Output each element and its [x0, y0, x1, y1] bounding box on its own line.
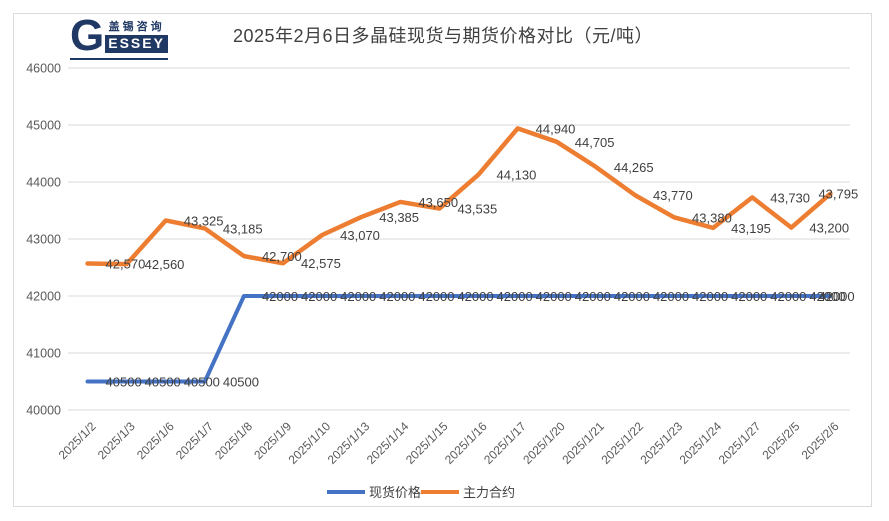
gessey-brand-cn: 盖锡咨询	[108, 21, 165, 34]
futures-data-label: 43,535	[457, 202, 497, 217]
legend-label-spot: 现货价格	[369, 485, 421, 500]
x-axis-tick: 2025/1/7	[173, 419, 216, 462]
spot-data-label: 42000	[770, 289, 806, 304]
spot-data-label: 40500	[106, 375, 142, 390]
gessey-logo: G 盖锡咨询 ESSEY	[70, 11, 168, 61]
futures-data-label: 43,070	[340, 228, 380, 243]
spot-data-label: 42000	[497, 289, 533, 304]
futures-data-label: 43,185	[223, 221, 263, 236]
futures-data-label: 43,730	[770, 190, 810, 205]
spot-data-label: 42000	[692, 289, 728, 304]
gessey-logo-text: 盖锡咨询 ESSEY	[105, 18, 168, 53]
spot-price-line	[85, 294, 833, 384]
futures-contract-line	[85, 126, 833, 267]
chart-title: 2025年2月6日多晶硅现货与期货价格对比（元/吨）	[232, 26, 654, 46]
chart-panel	[13, 13, 872, 507]
spot-data-label: 42000	[575, 289, 611, 304]
futures-data-label: 42,575	[301, 256, 341, 271]
futures-data-label: 44,705	[575, 135, 615, 150]
spot-data-label: 42000	[653, 289, 689, 304]
spot-data-label: 42000	[379, 289, 415, 304]
spot-data-label: 42000	[809, 289, 845, 304]
spot-data-label: 42000	[818, 289, 854, 304]
gessey-brand-en: ESSEY	[105, 35, 168, 53]
futures-data-label: 42,700	[262, 249, 302, 264]
y-axis-tick: 43000	[26, 233, 61, 247]
futures-data-label: 44,940	[536, 121, 576, 136]
futures-data-label: 43,770	[653, 188, 693, 203]
futures-data-label: 43,200	[809, 221, 849, 236]
futures-data-label: 43,325	[184, 213, 224, 228]
spot-data-label: 40500	[223, 375, 259, 390]
y-axis-tick: 45000	[26, 119, 61, 133]
spot-data-label: 42000	[731, 289, 767, 304]
spot-data-label: 42000	[340, 289, 376, 304]
spot-data-label: 42000	[262, 289, 298, 304]
x-axis-tick: 2025/1/27	[716, 419, 764, 467]
spot-data-label: 42000	[614, 289, 650, 304]
y-axis-tick: 44000	[26, 176, 61, 190]
spot-data-label: 40500	[145, 375, 181, 390]
x-axis-tick: 2025/2/6	[799, 419, 842, 462]
x-axis-tick: 2025/2/5	[760, 419, 803, 462]
spot-data-label: 42000	[418, 289, 454, 304]
futures-data-label: 43,650	[418, 195, 458, 210]
spot-data-label: 42000	[301, 289, 337, 304]
gessey-logo-g: G	[70, 11, 105, 60]
legend-label-futures: 主力合约	[463, 485, 515, 500]
spot-data-label: 42000	[536, 289, 572, 304]
y-axis-tick: 42000	[26, 290, 61, 304]
x-axis-tick: 2025/1/3	[95, 419, 138, 462]
spot-data-label: 40500	[184, 375, 220, 390]
y-axis-tick: 40000	[26, 404, 61, 418]
x-axis-tick: 2025/1/2	[56, 419, 99, 462]
y-axis-tick: 41000	[26, 347, 61, 361]
futures-data-label: 43,195	[731, 221, 771, 236]
futures-data-label: 42,560	[145, 257, 185, 272]
y-axis-tick: 46000	[26, 62, 61, 76]
futures-data-label: 43,795	[818, 187, 858, 202]
futures-data-label: 43,380	[692, 210, 732, 225]
futures-data-label: 43,385	[379, 210, 419, 225]
futures-data-label: 44,265	[614, 160, 654, 175]
futures-data-label: 44,130	[497, 168, 537, 183]
spot-data-label: 42000	[457, 289, 493, 304]
x-axis-tick: 2025/1/8	[212, 419, 255, 462]
futures-data-label: 42,570	[106, 257, 146, 272]
x-axis-tick: 2025/1/6	[134, 419, 177, 462]
